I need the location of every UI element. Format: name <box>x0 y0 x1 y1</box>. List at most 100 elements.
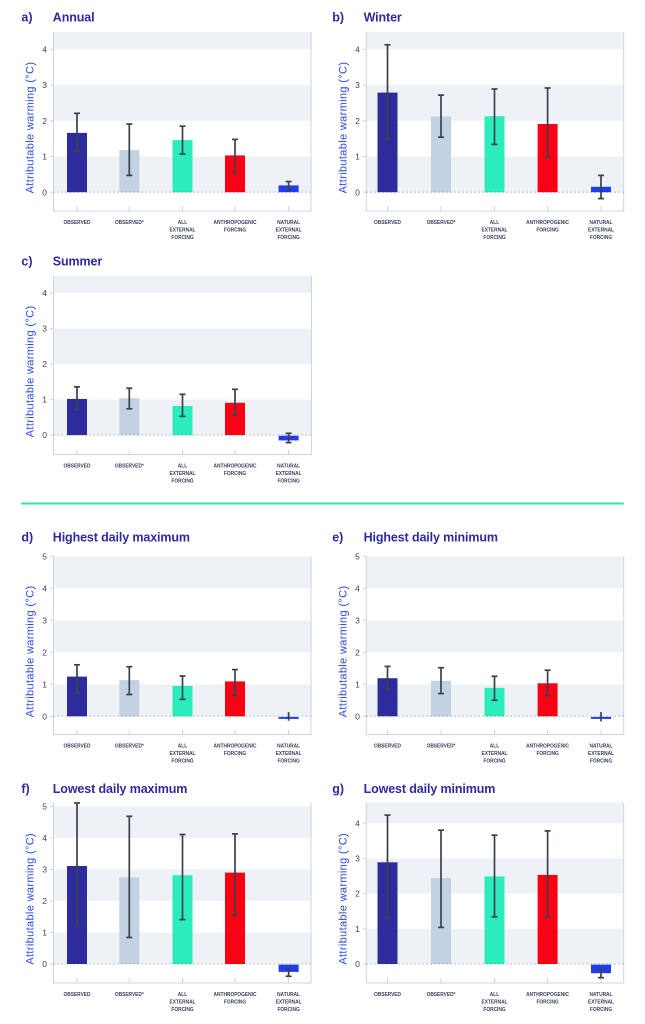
svg-text:1: 1 <box>42 928 47 938</box>
svg-text:FORCING: FORCING <box>171 758 193 764</box>
svg-text:NATURAL: NATURAL <box>590 220 614 226</box>
svg-text:NATURAL: NATURAL <box>277 992 301 998</box>
svg-text:Attributable warming (°C): Attributable warming (°C) <box>25 586 37 718</box>
svg-text:Summer: Summer <box>53 254 103 268</box>
svg-text:3: 3 <box>42 615 47 625</box>
svg-text:Annual: Annual <box>53 11 95 25</box>
svg-text:FORCING: FORCING <box>277 478 299 484</box>
svg-text:OBSERVED*: OBSERVED* <box>115 992 145 998</box>
svg-text:FORCING: FORCING <box>536 227 558 233</box>
svg-text:Attributable warming (°C): Attributable warming (°C) <box>337 586 349 718</box>
svg-text:0: 0 <box>355 187 360 197</box>
svg-text:OBSERVED*: OBSERVED* <box>427 220 457 226</box>
svg-text:ANTHROPOGENIC: ANTHROPOGENIC <box>526 992 569 998</box>
svg-text:4: 4 <box>355 45 360 55</box>
svg-text:FORCING: FORCING <box>224 999 246 1005</box>
svg-text:2: 2 <box>42 116 47 126</box>
svg-text:Lowest daily minimum: Lowest daily minimum <box>364 782 496 796</box>
svg-text:OBSERVED*: OBSERVED* <box>115 463 145 469</box>
svg-text:4: 4 <box>42 833 47 843</box>
svg-text:a): a) <box>21 11 32 25</box>
svg-text:EXTERNAL: EXTERNAL <box>169 227 196 233</box>
svg-text:0: 0 <box>42 430 47 440</box>
svg-text:FORCING: FORCING <box>277 235 299 241</box>
svg-text:2: 2 <box>42 647 47 657</box>
svg-text:EXTERNAL: EXTERNAL <box>169 471 196 477</box>
svg-text:3: 3 <box>355 854 360 864</box>
svg-text:EXTERNAL: EXTERNAL <box>169 751 196 757</box>
svg-text:2: 2 <box>42 359 47 369</box>
svg-text:g): g) <box>332 782 344 796</box>
svg-text:f): f) <box>21 782 29 796</box>
svg-text:3: 3 <box>42 80 47 90</box>
svg-text:3: 3 <box>355 80 360 90</box>
svg-text:FORCING: FORCING <box>224 227 246 233</box>
svg-text:Winter: Winter <box>364 11 402 25</box>
svg-text:3: 3 <box>42 865 47 875</box>
svg-text:OBSERVED*: OBSERVED* <box>115 220 145 226</box>
svg-text:OBSERVED: OBSERVED <box>64 220 91 226</box>
svg-text:1: 1 <box>355 679 360 689</box>
svg-text:4: 4 <box>42 288 47 298</box>
svg-text:4: 4 <box>42 45 47 55</box>
svg-text:Attributable warming (°C): Attributable warming (°C) <box>25 62 37 194</box>
svg-text:b): b) <box>332 11 344 25</box>
svg-text:ALL: ALL <box>178 743 188 749</box>
svg-text:ANTHROPOGENIC: ANTHROPOGENIC <box>214 743 257 749</box>
svg-text:c): c) <box>21 254 32 268</box>
svg-text:Attributable warming (°C): Attributable warming (°C) <box>337 833 349 965</box>
svg-text:FORCING: FORCING <box>224 471 246 477</box>
svg-text:FORCING: FORCING <box>483 235 505 241</box>
svg-text:3: 3 <box>42 324 47 334</box>
svg-text:e): e) <box>332 531 343 545</box>
svg-text:EXTERNAL: EXTERNAL <box>481 999 508 1005</box>
svg-text:2: 2 <box>355 116 360 126</box>
svg-text:OBSERVED*: OBSERVED* <box>115 743 145 749</box>
svg-text:5: 5 <box>355 551 360 561</box>
svg-text:FORCING: FORCING <box>590 235 612 241</box>
svg-text:NATURAL: NATURAL <box>590 992 614 998</box>
svg-text:FORCING: FORCING <box>483 758 505 764</box>
svg-text:NATURAL: NATURAL <box>277 463 301 469</box>
svg-text:Attributable warming (°C): Attributable warming (°C) <box>25 306 37 438</box>
svg-text:2: 2 <box>42 896 47 906</box>
svg-text:ALL: ALL <box>490 220 500 226</box>
svg-text:OBSERVED: OBSERVED <box>374 220 401 226</box>
svg-text:NATURAL: NATURAL <box>277 743 301 749</box>
svg-text:EXTERNAL: EXTERNAL <box>276 999 303 1005</box>
svg-text:FORCING: FORCING <box>171 478 193 484</box>
svg-text:Highest daily minimum: Highest daily minimum <box>364 531 498 545</box>
svg-text:OBSERVED: OBSERVED <box>64 743 91 749</box>
svg-text:Attributable warming (°C): Attributable warming (°C) <box>337 62 349 194</box>
svg-text:5: 5 <box>42 802 47 812</box>
svg-text:ALL: ALL <box>178 992 188 998</box>
svg-text:OBSERVED*: OBSERVED* <box>427 743 457 749</box>
svg-text:1: 1 <box>42 395 47 405</box>
svg-text:4: 4 <box>42 583 47 593</box>
svg-text:ALL: ALL <box>490 743 500 749</box>
svg-text:ALL: ALL <box>178 220 188 226</box>
svg-text:0: 0 <box>42 711 47 721</box>
svg-text:FORCING: FORCING <box>536 999 558 1005</box>
svg-text:OBSERVED: OBSERVED <box>374 743 401 749</box>
svg-text:0: 0 <box>355 711 360 721</box>
svg-text:2: 2 <box>355 647 360 657</box>
svg-text:EXTERNAL: EXTERNAL <box>588 999 615 1005</box>
svg-text:2: 2 <box>355 889 360 899</box>
svg-text:FORCING: FORCING <box>590 758 612 764</box>
svg-text:EXTERNAL: EXTERNAL <box>588 227 615 233</box>
svg-text:FORCING: FORCING <box>483 1007 505 1013</box>
svg-text:ANTHROPOGENIC: ANTHROPOGENIC <box>214 220 257 226</box>
svg-text:OBSERVED: OBSERVED <box>374 992 401 998</box>
svg-text:FORCING: FORCING <box>277 1007 299 1013</box>
svg-text:NATURAL: NATURAL <box>590 743 614 749</box>
svg-text:Highest daily maximum: Highest daily maximum <box>53 531 190 545</box>
svg-text:0: 0 <box>42 959 47 969</box>
svg-text:EXTERNAL: EXTERNAL <box>169 999 196 1005</box>
svg-text:FORCING: FORCING <box>277 758 299 764</box>
svg-text:1: 1 <box>355 152 360 162</box>
svg-text:EXTERNAL: EXTERNAL <box>588 751 615 757</box>
svg-text:Lowest daily maximum: Lowest daily maximum <box>53 782 187 796</box>
svg-text:Attributable warming (°C): Attributable warming (°C) <box>25 833 37 965</box>
svg-text:NATURAL: NATURAL <box>277 220 301 226</box>
